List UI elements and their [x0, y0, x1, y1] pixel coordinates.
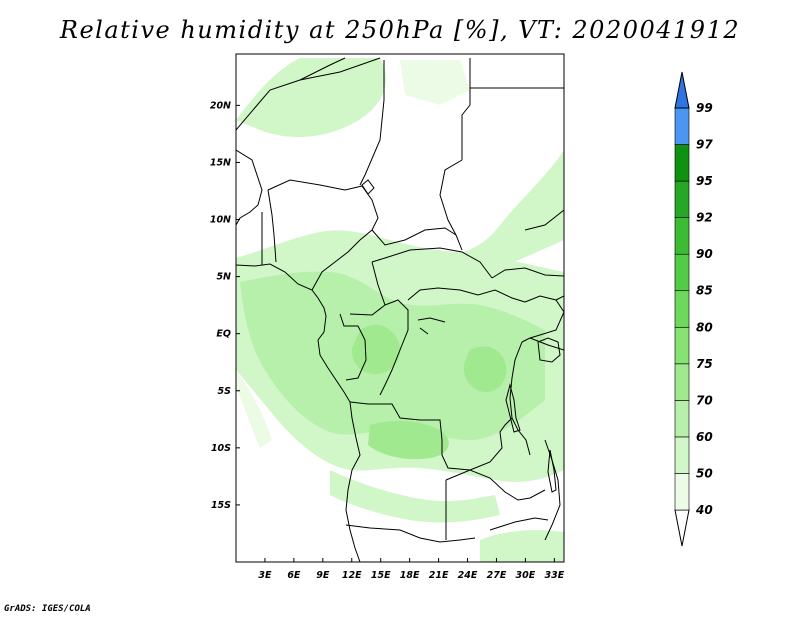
lon-tick-label: 3E [258, 570, 272, 581]
lake-malawi [547, 449, 557, 493]
colorbar-label: 95 [696, 174, 713, 188]
coastline-west-africa [236, 149, 263, 226]
humidity-region-east-strong [463, 346, 507, 392]
congo-river [417, 317, 446, 335]
border-angola-namibia [345, 524, 476, 543]
lon-tick-label: 21E [429, 570, 449, 581]
border-drc-zambia [469, 417, 513, 471]
border-uganda [521, 295, 564, 343]
lon-tick-label: 24E [458, 570, 478, 581]
map-axes: 3E 6E 9E 12E 15E 18E 21E 24E 27E 30E 33E 20N 15N 10N 5… [210, 100, 565, 581]
lat-tick-label: 5N [216, 272, 231, 283]
lat-tick-label: 15S [211, 500, 231, 511]
lon-tick-label: 18E [400, 570, 420, 581]
border-gabon-congo [339, 313, 367, 381]
colorbar-segment [674, 400, 690, 438]
colorbar-label: 99 [696, 101, 713, 115]
border-drc-east-lakes [509, 341, 531, 456]
colorbar-label: 40 [695, 503, 713, 517]
coastline-gulf-of-guinea [236, 263, 327, 317]
lat-tick-label: 5S [218, 386, 232, 397]
lake-chad [361, 179, 375, 195]
border-nigeria-cameroon [311, 185, 379, 291]
colorbar-label: 60 [696, 430, 713, 444]
lon-tick-label: 33E [544, 570, 564, 581]
colorbar-segment [674, 217, 690, 255]
lon-tick-label: 27E [487, 570, 507, 581]
colorbar-label: 80 [696, 320, 713, 334]
colorbar-segment [674, 436, 690, 474]
border-car-south [371, 247, 493, 279]
colorbar-label: 70 [696, 393, 713, 407]
lon-tick-label: 9E [316, 570, 330, 581]
humidity-region-south-strong [368, 420, 449, 460]
border-kenya [555, 295, 564, 301]
lake-tanganyika [505, 383, 521, 433]
border-drc-north [407, 287, 526, 303]
colorbar-label: 92 [696, 211, 713, 225]
lake-victoria [537, 337, 561, 363]
border-mali-niger [299, 57, 381, 81]
colorbar-label: 50 [696, 466, 713, 480]
colorbar-segment [674, 473, 690, 511]
country-borders [236, 57, 564, 562]
border-nigeria-north [267, 179, 363, 191]
colorbar-label: 97 [696, 138, 713, 152]
border-ethiopia [524, 209, 564, 231]
lat-tick-label: 15N [210, 157, 231, 168]
humidity-region-east [455, 150, 564, 275]
lat-tick-label: 20N [210, 100, 231, 111]
credit-text: GrADS: IGES/COLA [4, 604, 91, 614]
border-nigeria-benin [267, 189, 277, 263]
border-chad-car [371, 227, 457, 246]
humidity-region-southeast [480, 530, 564, 562]
colorbar-segment [674, 290, 690, 328]
lon-tick-label: 30E [516, 570, 536, 581]
colorbar-segment [674, 144, 690, 182]
lat-tick-label: 10S [211, 443, 231, 454]
humidity-region-north [236, 58, 386, 137]
border-congo-drc [379, 299, 409, 396]
border-chad-sudan [439, 159, 463, 251]
humidity-region-south [330, 470, 500, 523]
map-frame [235, 53, 565, 563]
colorbar: 40 50 60 70 75 80 85 90 92 95 97 99 [674, 71, 713, 547]
map-title: Relative humidity at 250hPa [%], VT: 202… [59, 16, 741, 44]
lon-tick-label: 15E [371, 570, 391, 581]
colorbar-segment [674, 363, 690, 401]
border-libya-egypt [461, 58, 471, 160]
coastline-gabon-congo-angola [317, 315, 361, 562]
humidity-region-west-coast [236, 370, 272, 448]
border-niger-chad [359, 60, 385, 186]
humidity-region-northeast [400, 60, 470, 105]
colorbar-segment [674, 107, 690, 145]
lat-tick-label: EQ [216, 329, 231, 340]
colorbar-upper-end [674, 71, 690, 109]
humidity-field [236, 58, 564, 562]
colorbar-lower-end [674, 509, 690, 547]
border-zimbabwe [489, 517, 549, 531]
colorbar-label: 75 [696, 357, 713, 371]
lon-tick-label: 6E [287, 570, 301, 581]
lon-tick-label: 12E [342, 570, 362, 581]
colorbar-segment [674, 180, 690, 218]
colorbar-label: 85 [696, 284, 713, 298]
colorbar-label: 90 [696, 247, 713, 261]
lat-tick-label: 10N [210, 215, 231, 226]
border-south-sudan-east [491, 267, 564, 279]
colorbar-segment [674, 253, 690, 292]
colorbar-segment [674, 326, 690, 365]
border-zambia-south [445, 469, 546, 501]
border-drc-angola [349, 401, 471, 471]
